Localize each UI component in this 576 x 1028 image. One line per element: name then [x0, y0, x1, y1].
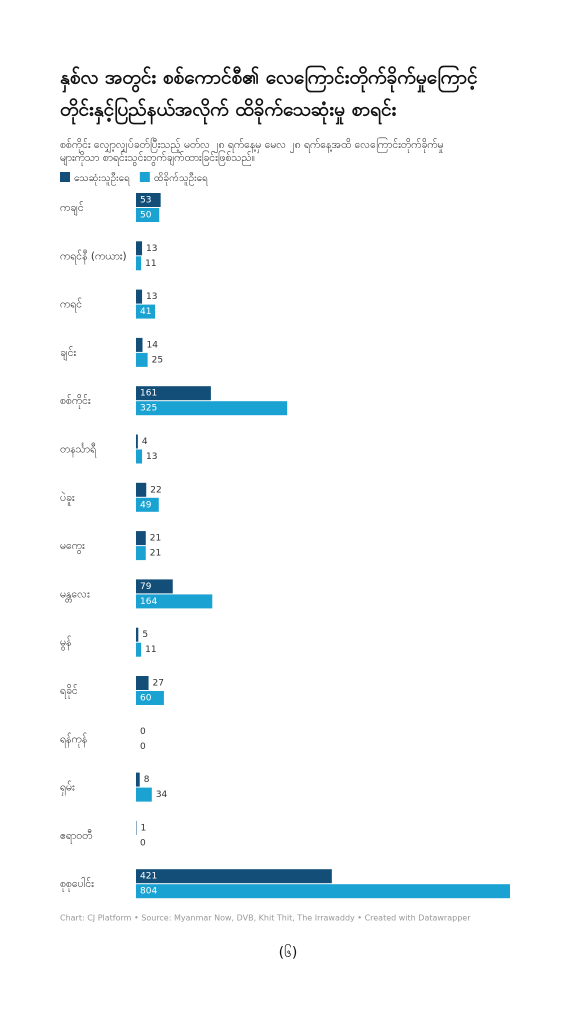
category-label: ရန်ကုန်	[60, 732, 87, 747]
bar	[136, 256, 141, 270]
category-label: ရခိုင်	[60, 684, 78, 699]
page-number: (၆)	[279, 945, 298, 961]
category-label: တနင်္သာရီ	[60, 443, 96, 458]
bar	[136, 338, 143, 352]
value-label: 0	[140, 838, 146, 848]
value-label: 14	[147, 340, 159, 350]
footer: Chart: CJ Platform • Source: Myanmar Now…	[60, 914, 471, 923]
category-label: ကရင်	[60, 298, 82, 313]
value-label: 13	[146, 292, 157, 302]
category-label: ကချင်	[60, 201, 84, 216]
value-label: 421	[140, 872, 157, 882]
legend-swatch	[140, 172, 150, 182]
category-label: ကရင်နီ (ကယား)	[60, 249, 127, 264]
value-label: 60	[140, 694, 152, 704]
category-label: မွန်	[60, 636, 71, 651]
chart-subtitle: စစ်ကိုင်း လျှော့လျှပ်ခတ်ပြီးသည့် မတ်လ ၂၈…	[60, 137, 444, 153]
value-label: 164	[140, 597, 157, 607]
bar	[136, 884, 510, 898]
value-label: 53	[140, 196, 151, 206]
value-label: 79	[140, 582, 152, 592]
category-label: ဧရာဝတီ	[60, 829, 92, 844]
bar	[136, 435, 138, 449]
value-label: 13	[146, 244, 157, 254]
bar	[136, 773, 140, 787]
bar	[136, 788, 152, 802]
value-label: 49	[140, 500, 152, 510]
bar	[136, 290, 142, 304]
value-label: 5	[142, 630, 148, 640]
bar	[136, 241, 142, 255]
value-label: 0	[140, 727, 146, 737]
category-label: ချင်း	[60, 346, 76, 361]
category-label: ပဲခူး	[60, 491, 75, 506]
bar	[136, 531, 146, 545]
value-label: 34	[156, 790, 168, 800]
value-label: 21	[150, 534, 161, 544]
legend-label: ထိခိုက်သူဦးရေ	[154, 171, 208, 186]
value-label: 804	[140, 887, 157, 897]
bar	[136, 676, 149, 690]
legend-swatch	[60, 172, 70, 182]
category-label: မကွေး	[60, 540, 85, 554]
value-label: 0	[140, 742, 146, 752]
value-label: 27	[153, 679, 164, 689]
value-label: 8	[144, 775, 150, 785]
bar	[136, 643, 141, 657]
category-label: မန္တလေး	[60, 588, 90, 602]
value-label: 4	[142, 437, 148, 447]
category-label: စစ်ကိုင်း	[60, 394, 91, 409]
bar	[136, 483, 146, 497]
value-label: 13	[146, 452, 157, 462]
value-label: 21	[150, 549, 161, 559]
value-label: 50	[140, 211, 152, 221]
value-label: 11	[145, 645, 156, 655]
chart-title: တိုင်းနှင့်ပြည်နယ်အလိုက် ထိခိုက်သေဆုံးမှ…	[60, 96, 397, 126]
value-label: 325	[140, 404, 157, 414]
value-label: 161	[140, 389, 157, 399]
chart-subtitle: များကိုသာ စာရင်းသွင်းတွက်ချက်ထားခြင်းဖြစ…	[60, 150, 255, 166]
bar	[136, 546, 146, 560]
value-label: 22	[150, 485, 161, 495]
chart-title: နှစ်လ အတွင်း စစ်ကောင်စီ၏ လေကြောင်းတိုက်ခ…	[60, 64, 478, 94]
bar	[136, 353, 148, 367]
bar	[136, 401, 287, 415]
value-label: 25	[152, 355, 163, 365]
value-label: 41	[140, 307, 151, 317]
category-label: ရှမ်း	[60, 781, 75, 796]
bar	[136, 450, 142, 464]
category-label: စုစုပေါင်း	[60, 877, 94, 892]
value-label: 1	[140, 823, 146, 833]
value-label: 11	[145, 259, 156, 269]
legend-label: သေဆုံးသူဦးရေ	[74, 171, 130, 186]
bar	[136, 628, 138, 642]
bar	[136, 869, 332, 883]
